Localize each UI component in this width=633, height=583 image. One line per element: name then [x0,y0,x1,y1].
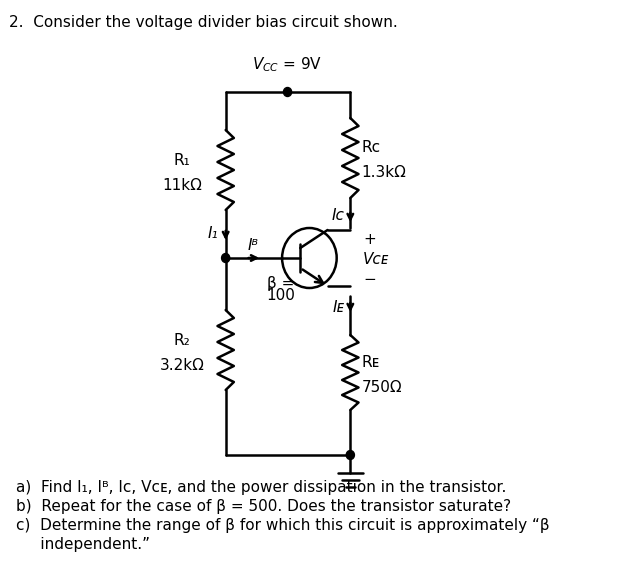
Circle shape [284,87,292,97]
Text: 750Ω: 750Ω [361,380,402,395]
Circle shape [346,451,354,459]
Text: Iᴄ: Iᴄ [332,208,345,223]
Text: b)  Repeat for the case of β = 500. Does the transistor saturate?: b) Repeat for the case of β = 500. Does … [16,499,511,514]
Text: 100: 100 [266,288,295,303]
Text: R₂: R₂ [173,333,191,348]
Text: 11kΩ: 11kΩ [162,178,202,193]
Text: Iᴮ: Iᴮ [248,238,258,253]
Text: Rᴄ: Rᴄ [361,140,380,155]
Text: c)  Determine the range of β for which this circuit is approximately “β: c) Determine the range of β for which th… [16,518,550,533]
Text: +: + [363,233,376,248]
Circle shape [222,254,230,262]
Text: I₁: I₁ [208,226,218,241]
Text: Vᴄᴇ: Vᴄᴇ [363,252,389,268]
Text: $V_{CC}$ = 9V: $V_{CC}$ = 9V [253,55,323,74]
Text: 2.  Consider the voltage divider bias circuit shown.: 2. Consider the voltage divider bias cir… [9,15,398,30]
Text: R₁: R₁ [173,153,191,168]
Text: 3.2kΩ: 3.2kΩ [160,358,204,373]
Text: independent.”: independent.” [16,537,151,552]
Text: Iᴇ: Iᴇ [333,300,345,315]
Text: 1.3kΩ: 1.3kΩ [361,165,406,180]
Text: −: − [363,272,376,287]
Text: Rᴇ: Rᴇ [361,355,379,370]
Text: a)  Find I₁, Iᴮ, Iᴄ, Vᴄᴇ, and the power dissipation in the transistor.: a) Find I₁, Iᴮ, Iᴄ, Vᴄᴇ, and the power d… [16,480,507,495]
Text: β =: β = [266,276,294,291]
